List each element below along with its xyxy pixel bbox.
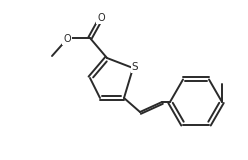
Text: O: O (97, 13, 105, 23)
Text: O: O (63, 34, 71, 44)
Text: S: S (132, 62, 138, 72)
